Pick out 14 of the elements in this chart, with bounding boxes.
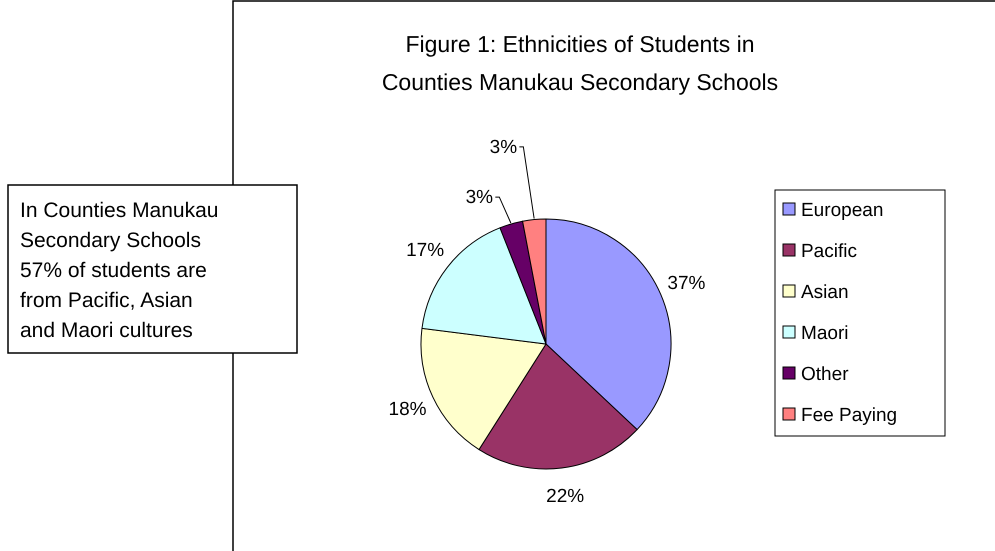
- legend-label: Pacific: [801, 241, 857, 262]
- chart-title: Figure 1: Ethnicities of Students in Counties Manukau Secondary Schools: [382, 31, 778, 95]
- legend-label: Other: [801, 364, 850, 385]
- data-label: 22%: [546, 486, 584, 507]
- data-label: 37%: [667, 273, 706, 294]
- legend-label: Fee Paying: [801, 405, 898, 426]
- legend-label: European: [801, 200, 884, 221]
- data-label: 18%: [388, 399, 427, 420]
- data-label: 17%: [406, 240, 444, 262]
- text: In Counties Manukau Secondary Schools 57% of students are from Pacific, Asian and Maori cultures: [20, 199, 218, 342]
- data-label: 3%: [466, 187, 494, 208]
- legend-label: Maori: [801, 323, 849, 344]
- data-label: 3%: [490, 136, 518, 158]
- legend-label: Asian: [801, 282, 849, 303]
